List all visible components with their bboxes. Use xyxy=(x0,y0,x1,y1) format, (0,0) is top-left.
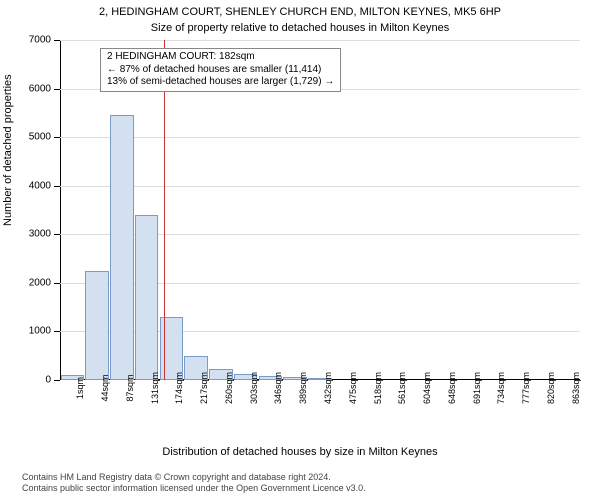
xtick-label: 260sqm xyxy=(224,372,234,404)
ytick-label: 1000 xyxy=(29,326,51,337)
xtick-label: 648sqm xyxy=(447,372,457,404)
y-axis-line xyxy=(60,40,61,380)
annotation-box: 2 HEDINGHAM COURT: 182sqm← 87% of detach… xyxy=(100,48,341,92)
xtick-label: 691sqm xyxy=(472,372,482,404)
xtick-label: 174sqm xyxy=(174,372,184,404)
ytick-mark xyxy=(54,380,60,381)
ytick-label: 2000 xyxy=(29,277,51,288)
footer-line1: Contains HM Land Registry data © Crown c… xyxy=(22,472,366,483)
ytick-mark xyxy=(54,137,60,138)
ytick-label: 5000 xyxy=(29,132,51,143)
xtick-label: 734sqm xyxy=(496,372,506,404)
xtick-label: 346sqm xyxy=(273,372,283,404)
xtick-label: 432sqm xyxy=(323,372,333,404)
ytick-label: 6000 xyxy=(29,83,51,94)
xtick-label: 777sqm xyxy=(521,372,531,404)
gridline xyxy=(60,137,580,138)
xtick-label: 131sqm xyxy=(150,372,160,404)
ytick-mark xyxy=(54,331,60,332)
chart-title-line1: 2, HEDINGHAM COURT, SHENLEY CHURCH END, … xyxy=(0,6,600,18)
xtick-label: 518sqm xyxy=(373,372,383,404)
xtick-label: 604sqm xyxy=(422,372,432,404)
ytick-label: 4000 xyxy=(29,180,51,191)
xtick-label: 561sqm xyxy=(397,372,407,404)
chart-title-line2: Size of property relative to detached ho… xyxy=(0,22,600,34)
annotation-line: 2 HEDINGHAM COURT: 182sqm xyxy=(107,51,334,64)
ytick-label: 7000 xyxy=(29,35,51,46)
footer-attribution: Contains HM Land Registry data © Crown c… xyxy=(22,472,366,495)
plot-area: 010002000300040005000600070001sqm44sqm87… xyxy=(60,40,580,380)
xtick-label: 303sqm xyxy=(249,372,259,404)
gridline xyxy=(60,40,580,41)
xtick-label: 44sqm xyxy=(100,374,110,401)
ytick-mark xyxy=(54,40,60,41)
xtick-label: 87sqm xyxy=(125,374,135,401)
ytick-mark xyxy=(54,89,60,90)
annotation-line: 13% of semi-detached houses are larger (… xyxy=(107,76,334,89)
y-axis-label: Number of detached properties xyxy=(2,74,14,226)
annotation-line: ← 87% of detached houses are smaller (11… xyxy=(107,64,334,77)
ytick-label: 3000 xyxy=(29,229,51,240)
footer-line2: Contains public sector information licen… xyxy=(22,483,366,494)
xtick-label: 217sqm xyxy=(199,372,209,404)
ytick-mark xyxy=(54,186,60,187)
histogram-bar xyxy=(85,271,109,380)
ytick-label: 0 xyxy=(45,375,51,386)
histogram-bar xyxy=(110,115,134,380)
gridline xyxy=(60,186,580,187)
ytick-mark xyxy=(54,234,60,235)
xtick-label: 863sqm xyxy=(571,372,581,404)
chart-container: 2, HEDINGHAM COURT, SHENLEY CHURCH END, … xyxy=(0,0,600,500)
ytick-mark xyxy=(54,283,60,284)
xtick-label: 1sqm xyxy=(75,377,85,399)
x-axis-label: Distribution of detached houses by size … xyxy=(0,446,600,458)
xtick-label: 389sqm xyxy=(298,372,308,404)
xtick-label: 820sqm xyxy=(546,372,556,404)
xtick-label: 475sqm xyxy=(348,372,358,404)
histogram-bar xyxy=(135,215,159,380)
